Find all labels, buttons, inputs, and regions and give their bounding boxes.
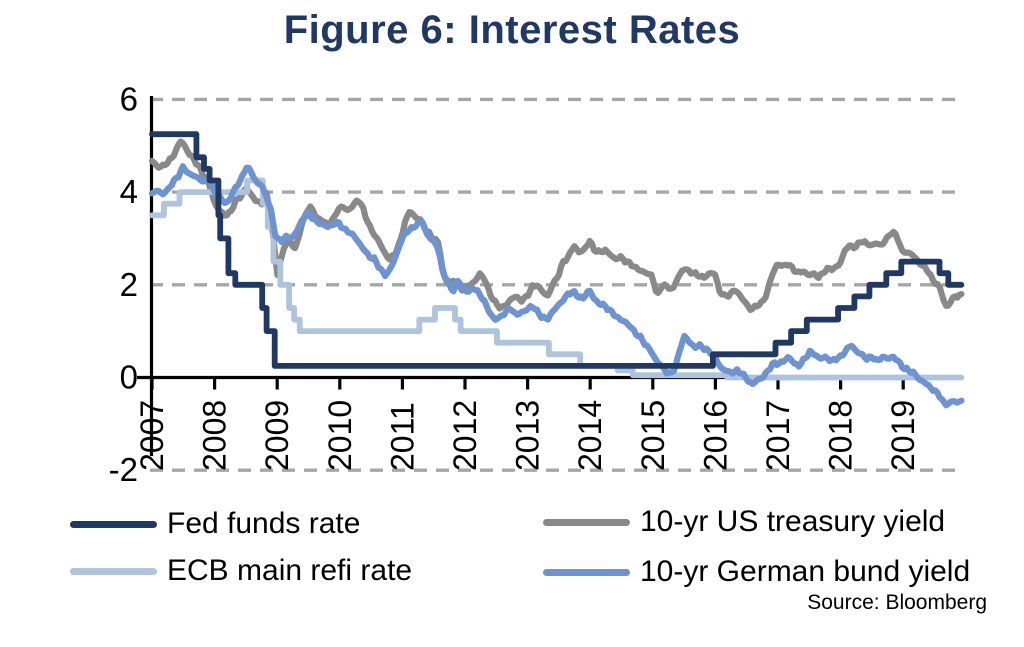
x-tick-label-2012: 2012 (447, 400, 483, 471)
legend-swatch-10yr-german-bund-yield (543, 568, 630, 576)
x-tick-label-2013: 2013 (510, 400, 546, 471)
legend-swatch-10yr-us-treasury-yield (543, 518, 630, 526)
y-tick-label-6: 6 (120, 80, 138, 117)
figure-title: Figure 6: Interest Rates (283, 8, 741, 52)
y-tick-label-0: 0 (120, 359, 138, 396)
x-tick-label-2019: 2019 (885, 400, 921, 471)
legend-item-10yr-german-bund-yield: 10-yr German bund yield (543, 553, 970, 591)
y-tick-label-2: 2 (120, 266, 138, 303)
legend-label-fed-funds-rate: Fed funds rate (167, 507, 361, 540)
legend-swatch-fed-funds-rate (70, 520, 157, 528)
y-tick-label-4: 4 (120, 173, 138, 210)
series-fed-funds-rate (149, 131, 965, 369)
legend-item-10yr-us-treasury-yield: 10-yr US treasury yield (543, 503, 945, 541)
source-note: Source: Bloomberg (807, 591, 987, 614)
legend-label-10yr-us-treasury-yield: 10-yr US treasury yield (640, 505, 946, 538)
x-tick-label-2016: 2016 (697, 400, 733, 471)
x-tick-label-2009: 2009 (259, 400, 295, 471)
x-tick-label-2010: 2010 (322, 400, 358, 471)
y-tick-label--2: -2 (109, 451, 138, 488)
x-tick-label-2015: 2015 (635, 400, 671, 471)
x-tick-label-2018: 2018 (823, 400, 859, 471)
legend-label-10yr-german-bund-yield: 10-yr German bund yield (640, 555, 971, 588)
series-10-yr-german-bund-yield (148, 163, 965, 409)
x-tick-label-2008: 2008 (197, 400, 233, 471)
x-tick-label-2011: 2011 (384, 402, 420, 471)
series-10-yr-us-treasury-yield (148, 138, 965, 314)
legend-item-ecb-main-refi-rate: ECB main refi rate (70, 552, 412, 590)
x-tick-label-2014: 2014 (572, 400, 608, 471)
legend-label-ecb-main-refi-rate: ECB main refi rate (167, 554, 413, 587)
x-tick-label-2017: 2017 (760, 400, 796, 471)
legend-item-fed-funds-rate: Fed funds rate (70, 505, 360, 543)
x-tick-label-2007: 2007 (134, 400, 170, 471)
legend-swatch-ecb-main-refi-rate (70, 567, 157, 575)
